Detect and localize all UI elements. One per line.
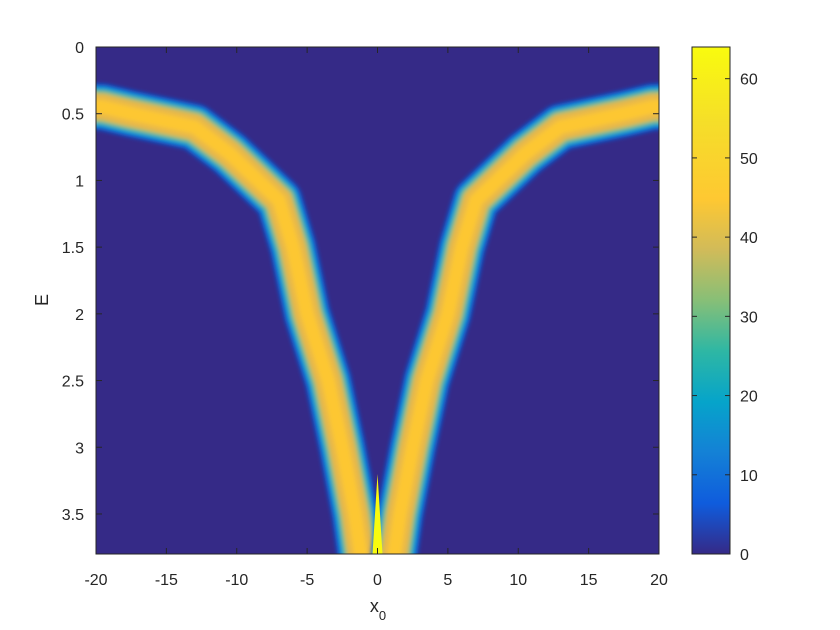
y-tick-label: 1 [75,173,84,190]
x-tick-label: -20 [84,572,107,589]
heatmap-bands [96,83,659,554]
x-tick-label: 0 [373,572,382,589]
band-core-yellow [387,99,659,554]
colorbar-gradient [692,47,730,554]
x-axis-ticks: -20 -15 -10 -5 0 5 10 15 20 [84,47,668,589]
y-tick-label: 3 [75,440,84,457]
x-tick-label: 5 [443,572,452,589]
x-axis-label-main: x [370,596,379,616]
y-tick-label: 2 [75,307,84,324]
x-axis-label: x0 [370,596,386,623]
band-right [371,83,659,554]
x-tick-label: -15 [155,572,178,589]
y-tick-label: 0.5 [62,107,84,124]
colorbar-tick-label: 10 [740,468,758,485]
band-core-yellow [96,99,368,554]
y-axis-ticks: 0 0.5 1 1.5 2 2.5 3 3.5 [62,40,659,524]
colorbar-tick-label: 50 [740,151,758,168]
colorbar-frame [691,46,731,555]
colorbar-tick-label: 20 [740,389,758,406]
x-tick-label: 10 [509,572,527,589]
y-tick-label: 1.5 [62,240,84,257]
y-tick-label: 2.5 [62,374,84,391]
center-spike [372,473,383,554]
x-tick-label: 20 [650,572,668,589]
x-tick-label: -10 [225,572,248,589]
y-tick-label: 3.5 [62,507,84,524]
colorbar-tick-label: 0 [740,547,749,564]
y-tick-label: 0 [75,40,84,57]
colorbar-tick-label: 40 [740,230,758,247]
colorbar: 0 10 20 30 40 50 60 [691,46,758,564]
x-axis-label-subscript: 0 [379,608,386,623]
heatmap-plot [95,46,660,555]
colorbar-tick-label: 30 [740,309,758,326]
x-tick-label: 15 [580,572,598,589]
colorbar-tick-label: 60 [740,72,758,89]
band-left [96,83,384,554]
colorbar-ticks: 0 10 20 30 40 50 60 [692,72,758,564]
y-axis-label: E [32,294,52,306]
x-tick-label: -5 [300,572,314,589]
